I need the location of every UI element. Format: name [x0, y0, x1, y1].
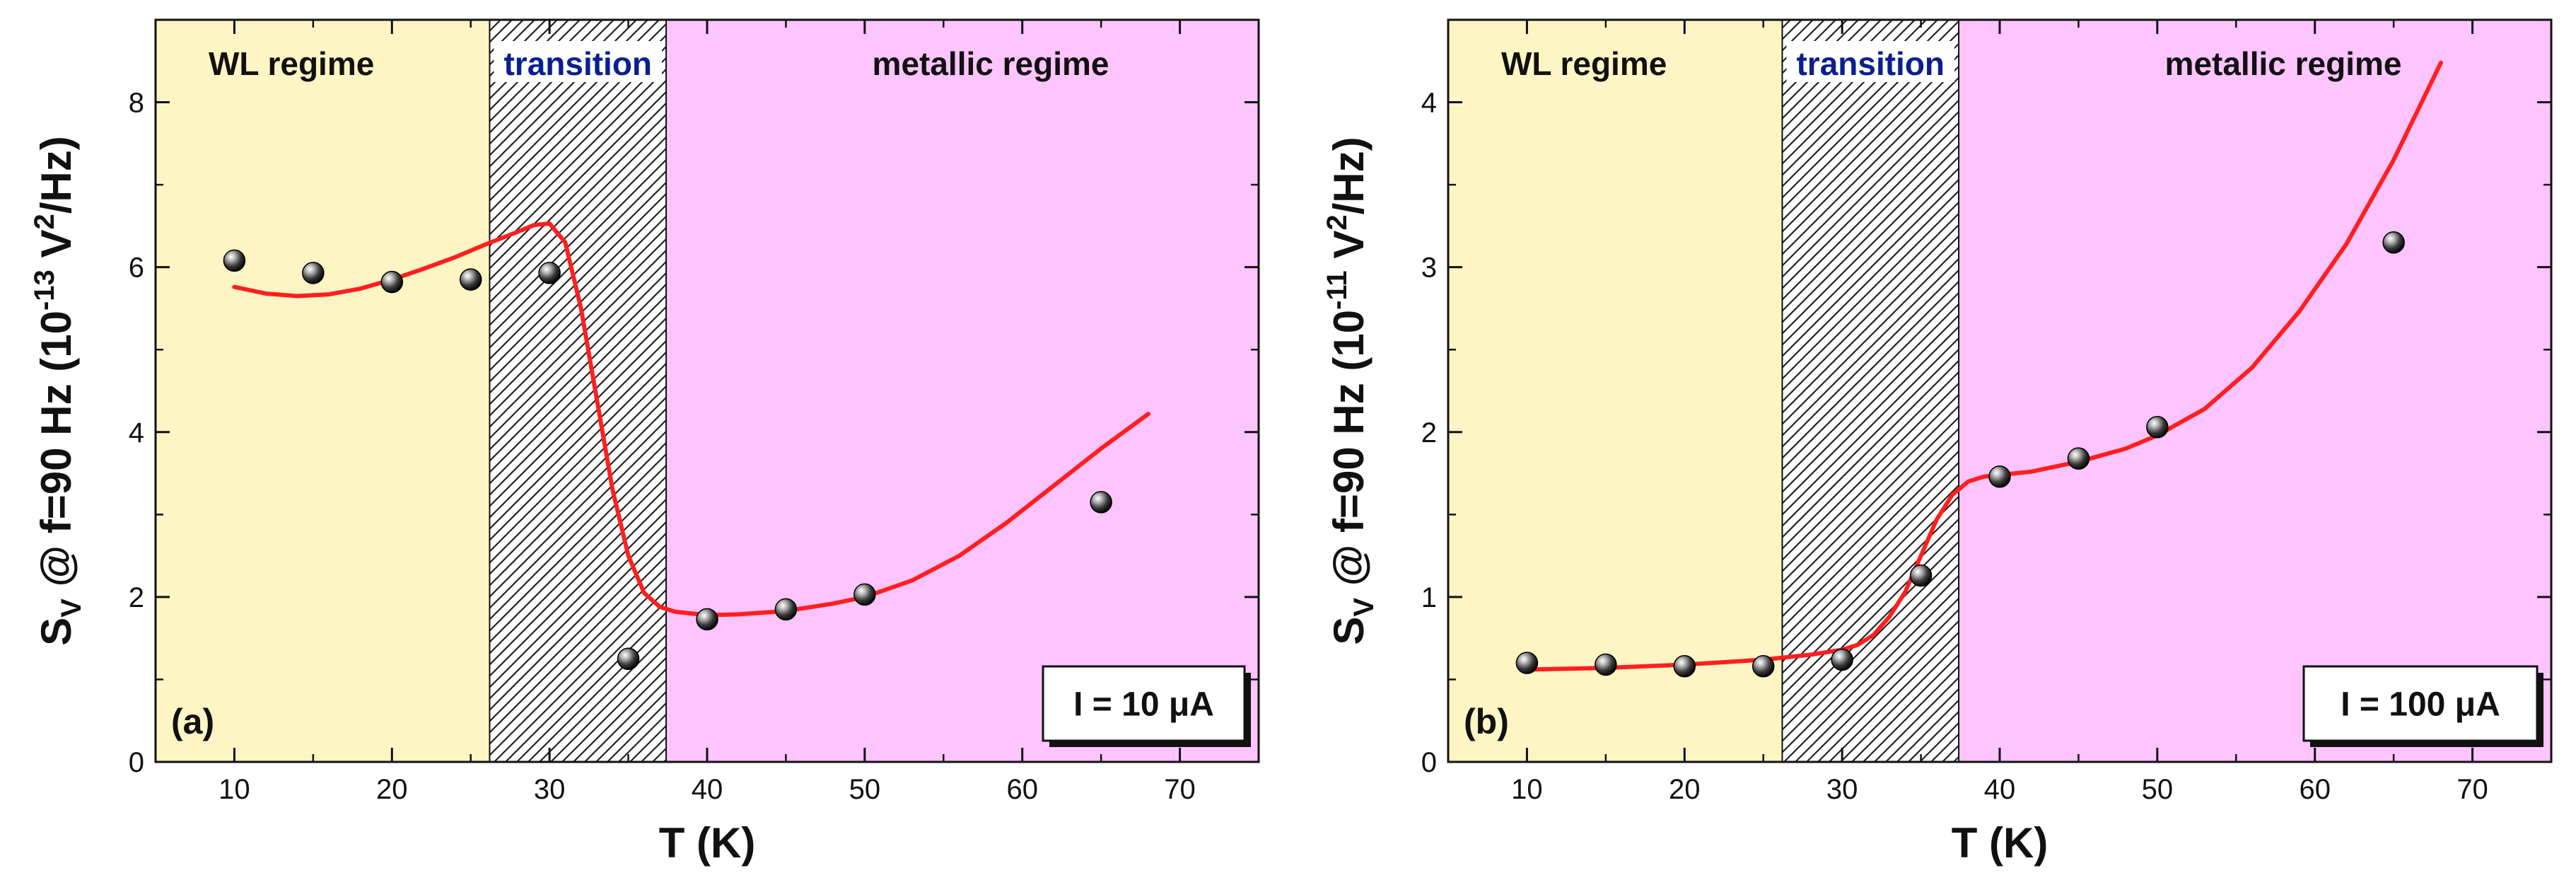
y-label-exp1: -13 — [29, 270, 60, 311]
x-tick-label: 20 — [376, 774, 408, 805]
data-point — [617, 647, 640, 671]
data-point — [538, 262, 561, 284]
x-tick-label: 40 — [1984, 774, 2016, 805]
y-axis-label: SV @ f=90 Hz (10-11 V2/Hz) — [1322, 137, 1380, 644]
data-point — [1673, 655, 1696, 678]
data-point — [1831, 648, 1853, 671]
y-tick-label: 8 — [129, 88, 144, 119]
y-tick-label: 2 — [129, 582, 144, 613]
data-point — [1090, 491, 1112, 514]
data-point — [459, 268, 482, 291]
y-label-unit: V — [1325, 231, 1372, 271]
data-point — [774, 598, 798, 621]
legend-text: I = 10 μA — [1073, 686, 1214, 724]
y-label-tail: /Hz) — [33, 136, 80, 214]
region-0 — [1448, 20, 1783, 762]
transition-label-bg — [494, 41, 663, 82]
region-label-2: metallic regime — [2165, 45, 2402, 82]
x-tick-label: 20 — [1669, 774, 1701, 805]
region-2 — [1959, 20, 2551, 762]
y-label-unit: V — [33, 230, 80, 270]
data-point — [2067, 447, 2090, 470]
x-tick-label: 50 — [849, 774, 881, 805]
legend-box — [2302, 665, 2539, 742]
y-tick-label: 6 — [129, 253, 144, 284]
y-label-exp1: -11 — [1322, 270, 1353, 310]
data-point — [1909, 564, 1933, 587]
y-tick-label: 3 — [1421, 253, 1437, 284]
x-axis-label: T (K) — [659, 819, 756, 867]
data-point — [2382, 231, 2405, 254]
y-tick-label: 0 — [129, 747, 144, 778]
y-axis-label: SV @ f=90 Hz (10-13 V2/Hz) — [29, 136, 87, 645]
data-point — [853, 583, 876, 606]
y-tick-label: 4 — [1421, 88, 1437, 119]
chart-panel-a: WL regime transition metallic regime I = 10… — [29, 18, 1260, 867]
region-label-1: transition — [503, 45, 652, 82]
y-label-mid: @ f=90 Hz (10 — [1325, 310, 1372, 598]
data-point — [2146, 416, 2169, 439]
panel-label: (b) — [1464, 702, 1509, 741]
y-label-exp2: 2 — [29, 214, 60, 229]
legend-box — [1042, 665, 1246, 742]
x-tick-label: 70 — [2456, 774, 2488, 805]
x-tick-label: 30 — [1826, 774, 1858, 805]
region-1 — [1782, 20, 1959, 762]
x-tick-label: 60 — [1006, 774, 1038, 805]
region-1 — [489, 20, 667, 762]
region-label-0: WL regime — [1501, 45, 1667, 82]
x-tick-label: 10 — [1511, 774, 1543, 805]
data-point — [1595, 653, 1617, 676]
data-point — [1515, 652, 1539, 674]
x-axis-label: T (K) — [1952, 819, 2048, 867]
data-point — [1752, 655, 1775, 678]
y-label-main: S — [1325, 617, 1372, 645]
y-label-sub: V — [1348, 598, 1380, 617]
x-tick-label: 70 — [1164, 774, 1196, 805]
data-point — [302, 262, 325, 284]
region-2 — [666, 20, 1259, 762]
x-tick-label: 60 — [2299, 774, 2331, 805]
y-label-exp2: 2 — [1322, 214, 1353, 230]
y-label-tail: /Hz) — [1325, 137, 1372, 214]
y-tick-label: 2 — [1421, 417, 1437, 449]
data-point — [696, 608, 718, 631]
x-tick-label: 40 — [692, 774, 723, 805]
region-label-2: metallic regime — [873, 45, 1109, 82]
legend-text: I = 100 μA — [2341, 686, 2500, 724]
data-point — [223, 249, 246, 272]
data-point — [1988, 465, 2011, 488]
y-tick-label: 4 — [129, 417, 144, 449]
region-label-0: WL regime — [209, 45, 374, 82]
chart-panel-b: WL regime transition metallic regime I = 10… — [1322, 18, 2553, 867]
y-label-sub: V — [56, 598, 87, 618]
region-label-1: transition — [1796, 45, 1945, 82]
x-tick-label: 50 — [2142, 774, 2174, 805]
fit-curve — [1525, 60, 2443, 672]
data-point — [380, 270, 404, 294]
x-tick-label: 30 — [534, 774, 566, 805]
y-tick-label: 1 — [1421, 582, 1437, 613]
y-label-main: S — [33, 618, 80, 646]
y-label-mid: @ f=90 Hz (10 — [33, 311, 80, 598]
panel-label: (a) — [171, 702, 214, 741]
x-tick-label: 10 — [218, 774, 250, 805]
transition-label-bg — [1786, 41, 1955, 82]
y-tick-label: 0 — [1421, 747, 1437, 778]
region-0 — [156, 20, 490, 762]
